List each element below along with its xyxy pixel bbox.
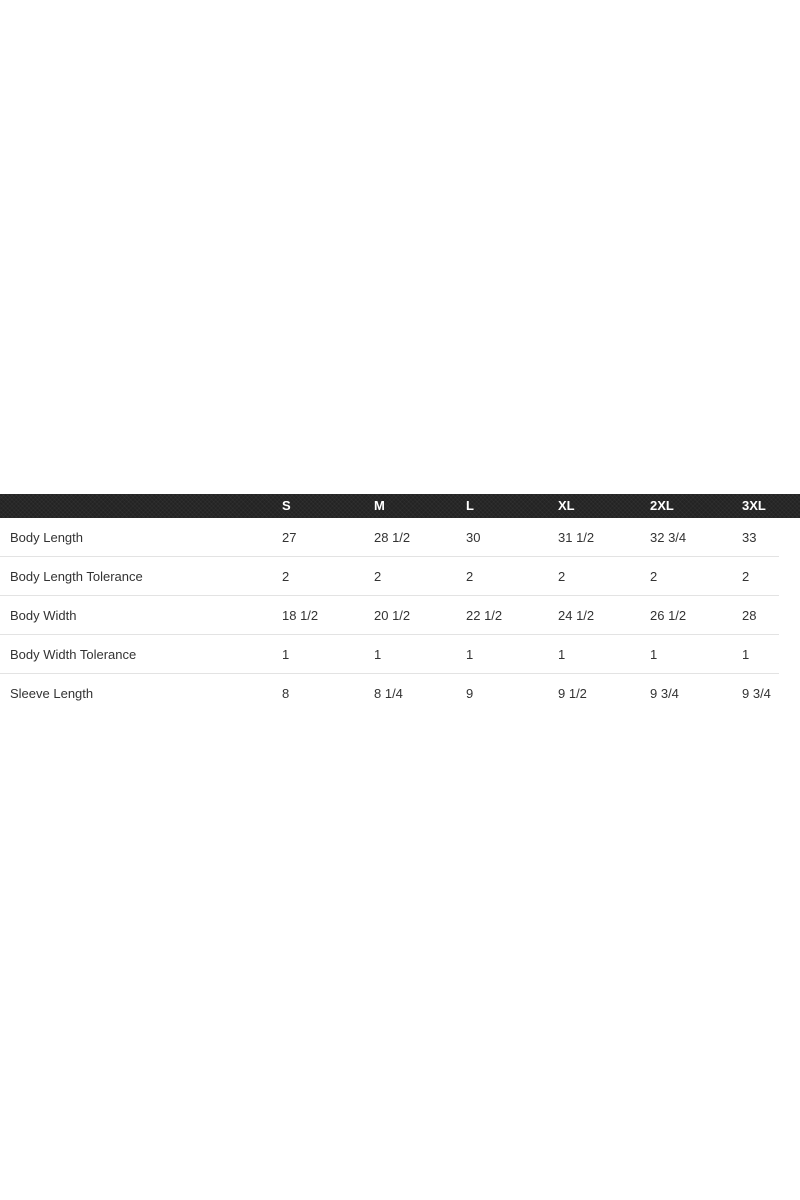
cell-value: 26 1/2 <box>650 595 742 635</box>
cell-value: 33 <box>742 518 779 557</box>
row-label: Body Length <box>0 518 282 557</box>
cell-value: 28 1/2 <box>374 518 466 557</box>
cell-value: 2 <box>466 556 558 596</box>
header-cell-size-3: XL <box>558 498 575 513</box>
cell-spacer <box>779 635 800 674</box>
size-chart-body: Body Length 27 28 1/2 30 31 1/2 32 3/4 3… <box>0 518 800 712</box>
header-cell-size-4: 2XL <box>650 498 674 513</box>
cell-value: 1 <box>650 634 742 674</box>
cell-value: 28 <box>742 595 779 635</box>
cell-spacer <box>779 596 800 635</box>
cell-value: 2 <box>374 556 466 596</box>
cell-value: 2 <box>650 556 742 596</box>
cell-value: 1 <box>282 634 374 674</box>
cell-spacer <box>779 674 800 713</box>
row-label: Body Length Tolerance <box>0 556 282 596</box>
header-cell-size-0: S <box>282 498 291 513</box>
cell-spacer <box>779 518 800 557</box>
size-chart-header: S M L XL 2XL 3XL <box>0 494 800 518</box>
cell-value: 8 <box>282 685 290 701</box>
cell-value: 2 <box>742 556 779 596</box>
row-label: Body Width Tolerance <box>0 634 282 674</box>
header-row: S M L XL 2XL 3XL <box>0 494 800 518</box>
cell-value: 2 <box>558 556 650 596</box>
cell-value: 30 <box>466 518 558 557</box>
cell-value: 32 3/4 <box>650 518 742 557</box>
cell-value: 2 <box>282 556 374 596</box>
table-row: Body Width 18 1/2 20 1/2 22 1/2 24 1/2 2… <box>0 595 800 635</box>
cell-value: 9 3/4 <box>650 685 679 701</box>
table-row: Body Length Tolerance 2 2 2 2 2 2 <box>0 556 800 596</box>
header-cell-size-2: L <box>466 498 474 513</box>
cell-value: 27 <box>282 518 374 557</box>
cell-value: 18 1/2 <box>282 595 374 635</box>
cell-value: 1 <box>466 634 558 674</box>
table-row: Body Width Tolerance 1 1 1 1 1 1 <box>0 634 800 674</box>
cell-value: 31 1/2 <box>558 518 650 557</box>
page-top-whitespace <box>0 0 800 494</box>
cell-value: 20 1/2 <box>374 595 466 635</box>
cell-value: 1 <box>374 634 466 674</box>
row-label: Sleeve Length <box>10 685 94 701</box>
cell-spacer <box>779 557 800 596</box>
cell-value: 8 1/4 <box>374 685 403 701</box>
cell-value: 9 3/4 <box>742 685 771 701</box>
table-row: Sleeve Length 8 8 1/4 9 9 1/2 9 3/4 9 3/… <box>0 674 800 713</box>
size-chart-table: S M L XL 2XL 3XL Body Length 27 28 1/2 3… <box>0 494 800 712</box>
cell-value: 22 1/2 <box>466 595 558 635</box>
header-cell-size-5: 3XL <box>742 498 766 513</box>
header-cell-spacer <box>779 494 800 518</box>
cell-value: 9 <box>466 685 474 701</box>
table-row: Body Length 27 28 1/2 30 31 1/2 32 3/4 3… <box>0 518 800 557</box>
header-cell-measurement <box>0 494 282 518</box>
cell-value: 24 1/2 <box>558 595 650 635</box>
cell-value: 9 1/2 <box>558 685 587 701</box>
header-cell-size-1: M <box>374 498 385 513</box>
cell-value: 1 <box>742 634 779 674</box>
row-label: Body Width <box>0 595 282 635</box>
cell-value: 1 <box>558 634 650 674</box>
